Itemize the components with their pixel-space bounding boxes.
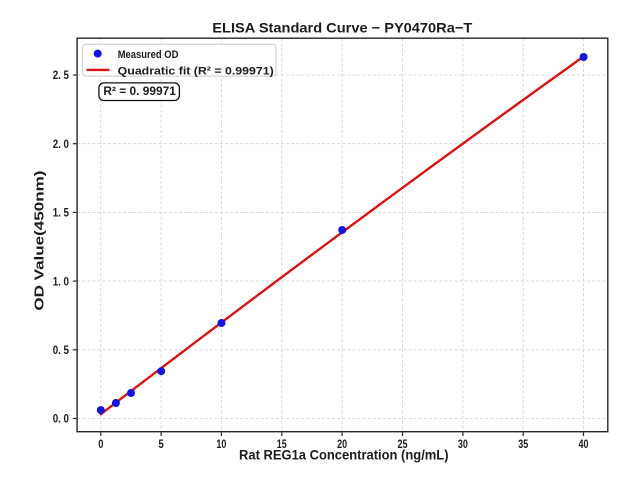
svg-text:0. 0: 0. 0: [53, 414, 69, 426]
svg-text:40: 40: [579, 439, 589, 451]
svg-text:ELISA Standard Curve − PY0470R: ELISA Standard Curve − PY0470Ra−T: [212, 19, 472, 35]
svg-text:25: 25: [398, 439, 408, 451]
svg-text:15: 15: [277, 439, 287, 451]
svg-text:20: 20: [337, 439, 347, 451]
svg-text:30: 30: [458, 439, 468, 451]
svg-text:1. 5: 1. 5: [53, 208, 70, 220]
svg-text:2. 0: 2. 0: [53, 139, 69, 151]
svg-text:2. 5: 2. 5: [53, 70, 70, 82]
svg-text:Measured OD: Measured OD: [118, 49, 179, 61]
svg-text:Rat REG1a Concentration (ng/mL: Rat REG1a Concentration (ng/mL): [239, 447, 449, 462]
svg-text:R² = 0. 99971: R² = 0. 99971: [103, 84, 176, 98]
svg-text:5: 5: [159, 439, 165, 451]
svg-text:0: 0: [98, 439, 103, 451]
svg-text:OD Value(450nm): OD Value(450nm): [32, 171, 47, 311]
svg-text:35: 35: [518, 439, 528, 451]
svg-text:1. 0: 1. 0: [53, 276, 69, 288]
svg-text:0. 5: 0. 5: [53, 345, 70, 357]
svg-text:Quadratic fit (R² = 0.99971): Quadratic fit (R² = 0.99971): [118, 65, 274, 77]
svg-text:10: 10: [216, 439, 226, 451]
